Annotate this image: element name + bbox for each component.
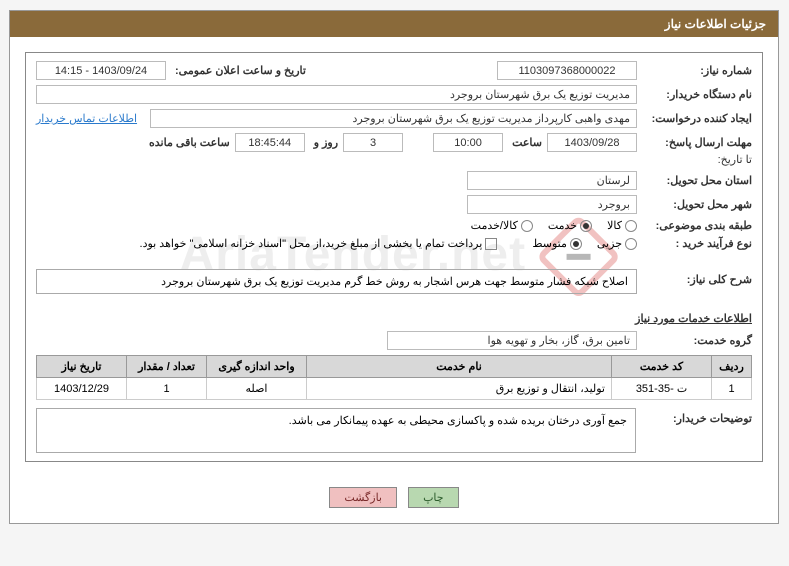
cell-service-name: تولید، انتقال و توزیع برق xyxy=(307,378,612,400)
days-count-value: 3 xyxy=(343,133,403,152)
service-group-value: تامین برق، گاز، بخار و تهویه هوا xyxy=(387,331,637,350)
purchase-type-label: نوع فرآیند خرید : xyxy=(642,237,752,250)
th-service-code: کد خدمت xyxy=(612,356,712,378)
need-desc-box: اصلاح شبکه فشار متوسط جهت هرس اشجار به ر… xyxy=(36,269,637,294)
radio-partial[interactable]: جزیی xyxy=(597,237,637,250)
table-row: 1 ت -35-351 تولید، انتقال و توزیع برق اص… xyxy=(37,378,752,400)
radio-goods-icon xyxy=(625,220,637,232)
radio-medium[interactable]: متوسط xyxy=(532,237,582,250)
need-number-value: 1103097368000022 xyxy=(497,61,637,80)
remaining-label: ساعت باقی مانده xyxy=(145,136,230,149)
deadline-label: مهلت ارسال پاسخ: xyxy=(642,136,752,149)
back-button[interactable]: بازگشت xyxy=(329,487,397,508)
need-desc-label: شرح کلی نیاز: xyxy=(642,269,752,286)
radio-goods-service-label: کالا/خدمت xyxy=(471,219,518,232)
time-label: ساعت xyxy=(508,136,542,149)
payment-note-text: پرداخت تمام یا بخشی از مبلغ خرید،از محل … xyxy=(140,237,483,250)
th-row: ردیف xyxy=(712,356,752,378)
need-number-label: شماره نیاز: xyxy=(642,64,752,77)
buyer-org-label: نام دستگاه خریدار: xyxy=(642,88,752,101)
buttons-row: چاپ بازگشت xyxy=(10,477,778,523)
announce-datetime-value: 1403/09/24 - 14:15 xyxy=(36,61,166,80)
radio-goods[interactable]: کالا xyxy=(607,219,637,232)
contact-link[interactable]: اطلاعات تماس خریدار xyxy=(36,112,137,125)
radio-service-label: خدمت xyxy=(548,219,577,232)
buyer-desc-label: توضیحات خریدار: xyxy=(642,408,752,425)
checkbox-payment-icon xyxy=(485,238,497,250)
days-and-label: روز و xyxy=(310,136,338,149)
radio-partial-icon xyxy=(625,238,637,250)
delivery-province-label: استان محل تحویل: xyxy=(642,174,752,187)
service-group-label: گروه خدمت: xyxy=(642,334,752,347)
cell-need-date: 1403/12/29 xyxy=(37,378,127,400)
deadline-time-value: 10:00 xyxy=(433,133,503,152)
countdown-value: 18:45:44 xyxy=(235,133,305,152)
radio-goods-label: کالا xyxy=(607,219,622,232)
services-table: ردیف کد خدمت نام خدمت واحد اندازه گیری ت… xyxy=(36,355,752,400)
classification-label: طبقه بندی موضوعی: xyxy=(642,219,752,232)
radio-service-icon xyxy=(580,220,592,232)
radio-service[interactable]: خدمت xyxy=(548,219,592,232)
delivery-city-label: شهر محل تحویل: xyxy=(642,198,752,211)
delivery-date-label: تا تاریخ: xyxy=(642,153,752,166)
radio-goods-service-icon xyxy=(521,220,533,232)
requester-value: مهدی واهبی کارپرداز مدیریت توزیع یک برق … xyxy=(150,109,637,128)
print-button[interactable]: چاپ xyxy=(408,487,459,508)
radio-goods-service[interactable]: کالا/خدمت xyxy=(471,219,533,232)
cell-row: 1 xyxy=(712,378,752,400)
th-service-name: نام خدمت xyxy=(307,356,612,378)
requester-label: ایجاد کننده درخواست: xyxy=(642,112,752,125)
cell-qty: 1 xyxy=(127,378,207,400)
delivery-province-value: لرستان xyxy=(467,171,637,190)
main-panel: جزئیات اطلاعات نیاز AriaTender.net شماره… xyxy=(9,10,779,524)
announce-datetime-label: تاریخ و ساعت اعلان عمومی: xyxy=(171,64,306,77)
services-info-title: اطلاعات خدمات مورد نیاز xyxy=(36,312,752,325)
radio-partial-label: جزیی xyxy=(597,237,622,250)
th-need-date: تاریخ نیاز xyxy=(37,356,127,378)
checkbox-payment[interactable]: پرداخت تمام یا بخشی از مبلغ خرید،از محل … xyxy=(140,237,498,250)
delivery-city-value: بروجرد xyxy=(467,195,637,214)
content-box: AriaTender.net شماره نیاز: 1103097368000… xyxy=(25,52,763,462)
radio-medium-icon xyxy=(570,238,582,250)
buyer-org-value: مدیریت توزیع یک برق شهرستان بروجرد xyxy=(36,85,637,104)
cell-service-code: ت -35-351 xyxy=(612,378,712,400)
th-qty: تعداد / مقدار xyxy=(127,356,207,378)
header-title: جزئیات اطلاعات نیاز xyxy=(10,11,778,37)
buyer-desc-box: جمع آوری درختان بریده شده و پاکسازی محیط… xyxy=(36,408,636,453)
cell-unit: اصله xyxy=(207,378,307,400)
deadline-date-value: 1403/09/28 xyxy=(547,133,637,152)
radio-medium-label: متوسط xyxy=(532,237,567,250)
th-unit: واحد اندازه گیری xyxy=(207,356,307,378)
